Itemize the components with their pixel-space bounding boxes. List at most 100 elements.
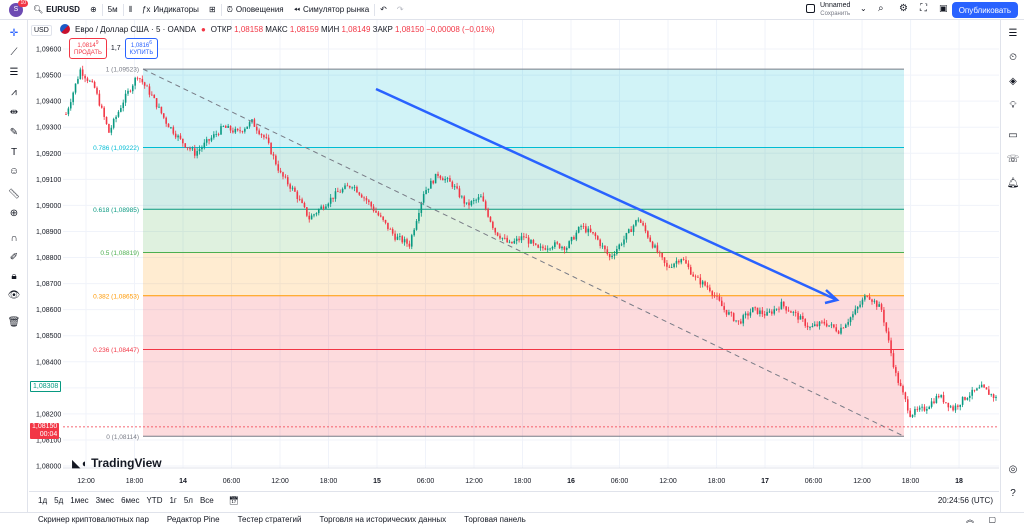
currency-selector[interactable]: USD — [31, 25, 52, 36]
range-3m[interactable]: 3мес — [95, 496, 115, 505]
range-1y[interactable]: 1г — [169, 496, 177, 505]
range-ytd[interactable]: YTD — [146, 496, 163, 505]
fib-tool-icon[interactable]: ☰ — [9, 67, 19, 78]
candle-body — [577, 226, 580, 233]
calendar-icon[interactable]: 📅︎ — [228, 496, 239, 505]
candle-body — [253, 119, 256, 127]
emoji-icon[interactable]: ☺ — [8, 166, 20, 177]
tab-strategy-tester[interactable]: Тестер стратегий — [237, 515, 302, 524]
lock-icon[interactable]: 🔒︎ — [11, 271, 17, 282]
magnet-icon[interactable]: ∩ — [10, 233, 18, 244]
candle-body — [413, 229, 415, 236]
candle-body — [523, 236, 525, 238]
bottom-panel-tabs: Скринер криптовалютных пар Редактор Pine… — [0, 512, 1024, 526]
fib-retracement: 1 (1,09523) 0.786 (1,09222) 0.618 (1,08985… — [93, 67, 904, 441]
lock-pencil-icon[interactable]: ✐ — [9, 252, 19, 263]
replay-button[interactable]: ⏪︎ Симулятор рынка — [289, 0, 375, 20]
trend-line-icon[interactable]: ⟋ — [10, 47, 18, 58]
candle-body — [673, 263, 675, 268]
candle-body — [291, 187, 294, 189]
price-chart[interactable]: 1 (1,09523) 0.786 (1,09222) 0.618 (1,08985… — [29, 20, 999, 490]
tradingview-target-icon[interactable]: ◎ — [1008, 463, 1018, 475]
zoom-in-icon[interactable]: ⊕ — [9, 208, 19, 219]
layout-square-icon[interactable] — [806, 4, 815, 13]
collapse-chevron-icon[interactable]: ︽ — [966, 515, 974, 524]
compare-button[interactable]: ⊕ — [85, 0, 102, 20]
candle-body — [749, 312, 752, 316]
candle-body — [861, 299, 864, 305]
trash-icon[interactable]: 🗑︎ — [7, 317, 21, 328]
candle-body — [554, 242, 556, 247]
tab-pine-editor[interactable]: Редактор Pine — [166, 515, 220, 524]
user-avatar[interactable]: S 10 — [9, 0, 28, 17]
tab-trading-panel[interactable]: Торговая панель — [464, 515, 526, 524]
watchlist-icon[interactable]: ☰ — [1008, 27, 1018, 39]
layout-chevron-icon[interactable]: ⌄ — [860, 4, 867, 13]
range-5d[interactable]: 5д — [54, 496, 64, 505]
candle-body — [766, 312, 768, 316]
layout-name-button[interactable]: Unnamed Сохранить — [820, 2, 850, 18]
alerts-button[interactable]: ⏰︎ Оповещения — [222, 0, 289, 20]
chart-type-button[interactable]: ⫴ — [124, 0, 137, 20]
eye-icon[interactable]: 👁︎ — [7, 290, 21, 301]
redo-button[interactable]: ↷ — [392, 0, 409, 20]
interval-button[interactable]: 5м — [103, 0, 123, 20]
candle-body — [532, 240, 535, 244]
bell-icon[interactable]: 🔔︎ — [1006, 177, 1020, 189]
tab-replay-trading[interactable]: Торговля на исторических данных — [319, 515, 447, 524]
candle-body — [656, 245, 659, 253]
forecast-icon[interactable]: ⇹ — [9, 107, 19, 118]
maximize-icon[interactable]: ▢ — [988, 515, 996, 524]
symbol-search-button[interactable]: 🔍︎ EURUSD — [28, 0, 85, 20]
time-tick-label: 17 — [761, 478, 769, 485]
help-icon[interactable]: ? — [1010, 487, 1016, 499]
pattern-icon[interactable]: ⩘ — [11, 87, 17, 98]
bulb-icon[interactable]: 💡︎ — [1009, 99, 1017, 111]
candle-body — [639, 219, 642, 223]
candle-body — [198, 149, 201, 152]
candle-body — [988, 389, 990, 395]
gear-icon[interactable]: ⚙︎ — [899, 3, 908, 14]
candle-body — [613, 254, 616, 256]
fullscreen-icon[interactable]: ⛶ — [920, 3, 927, 14]
candlestick-series — [65, 65, 997, 418]
range-all[interactable]: Все — [199, 496, 214, 505]
range-6m[interactable]: 6мес — [121, 496, 140, 505]
symbol-title[interactable]: Евро / Доллар США · 5 · OANDA — [75, 24, 196, 34]
candle-body — [761, 310, 764, 315]
candle-body — [868, 296, 871, 300]
replay-label: Симулятор рынка — [303, 5, 370, 14]
candle-body — [780, 301, 783, 310]
candle-body — [785, 306, 787, 311]
chat-icon[interactable]: ▭ — [1008, 129, 1018, 141]
candle-body — [260, 134, 263, 136]
range-5y[interactable]: 5л — [183, 496, 193, 505]
text-icon[interactable]: T — [10, 147, 18, 158]
candle-body — [394, 233, 396, 240]
buy-button[interactable]: 1,08166 КУПИТЬ — [124, 38, 159, 59]
crosshair-icon[interactable]: ✛ — [9, 28, 19, 39]
alert-clock-icon[interactable]: ⏲︎ — [1009, 51, 1017, 63]
indicators-button[interactable]: ƒx Индикаторы — [137, 0, 204, 20]
templates-button[interactable]: ⊞ — [204, 0, 221, 20]
utc-clock[interactable]: 20:24:56 (UTC) — [937, 496, 993, 505]
undo-button[interactable]: ↶ — [375, 0, 392, 20]
candle-body — [255, 126, 258, 131]
publish-button[interactable]: Опубликовать — [951, 2, 1018, 18]
brush-icon[interactable]: ✎ — [9, 127, 19, 138]
fib-level-label: 0.618 (1,08985) — [93, 207, 139, 214]
sell-button[interactable]: 1,08149 ПРОДАТЬ — [69, 38, 107, 59]
layers-icon[interactable]: ◈ — [1009, 75, 1017, 87]
candle-body — [737, 320, 740, 322]
broadcast-icon[interactable]: ☏ — [1006, 153, 1020, 165]
camera-icon[interactable]: ▣ — [939, 3, 948, 13]
tab-crypto-screener[interactable]: Скринер криптовалютных пар — [38, 515, 149, 524]
candle-body — [990, 394, 993, 396]
quick-search-icon[interactable]: ⌕ — [878, 3, 884, 14]
candle-body — [501, 237, 504, 239]
ruler-icon[interactable]: 📏︎ — [7, 189, 21, 200]
time-tick-label: 12:00 — [465, 478, 483, 485]
range-1m[interactable]: 1мес — [70, 496, 89, 505]
time-tick-label: 14 — [179, 478, 187, 485]
range-1d[interactable]: 1д — [38, 496, 48, 505]
